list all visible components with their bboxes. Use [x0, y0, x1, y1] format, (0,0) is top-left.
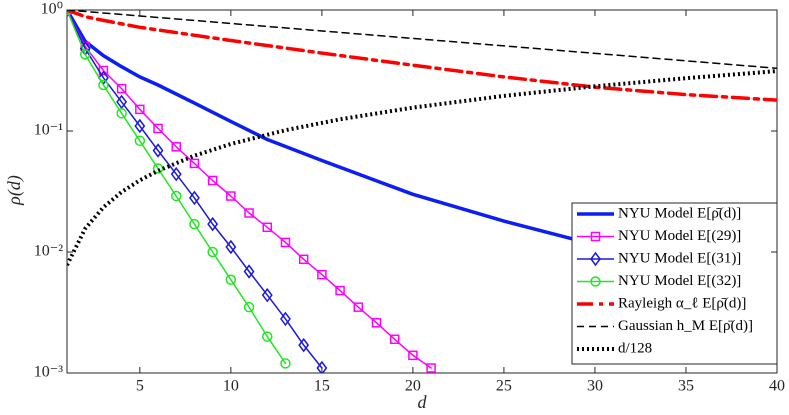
- marker: [116, 108, 127, 119]
- marker: [280, 237, 291, 248]
- marker: [353, 302, 364, 312]
- legend-box: [571, 202, 778, 365]
- x-axis-title: d: [418, 392, 428, 412]
- marker: [262, 331, 273, 342]
- plot-area: [67, 10, 777, 373]
- legend-label: Gaussian h_M E[ρ̄(d)]: [618, 318, 753, 334]
- marker: [244, 208, 254, 218]
- series-line: [67, 10, 777, 102]
- marker: [207, 175, 218, 186]
- marker: [98, 79, 109, 91]
- marker: [426, 363, 436, 373]
- y-tick-label: 10⁻¹: [34, 122, 63, 139]
- legend-label: NYU Model E[ρ̄(d)]: [618, 205, 741, 221]
- series-line: [67, 10, 777, 296]
- marker: [134, 118, 146, 134]
- x-tick-label: 35: [678, 378, 694, 395]
- marker: [298, 254, 309, 265]
- plot-frame: [66, 9, 778, 374]
- x-tick-label: 15: [314, 378, 330, 395]
- x-tick-label: 20: [405, 378, 421, 395]
- marker: [189, 158, 200, 169]
- marker: [261, 287, 273, 303]
- marker: [225, 239, 237, 255]
- marker: [225, 274, 237, 285]
- marker: [116, 83, 127, 94]
- legend-label: Rayleigh α_ℓ E[ρ̄(d)]: [618, 295, 746, 311]
- marker: [262, 222, 273, 233]
- x-tick-label: 5: [136, 378, 144, 395]
- series-line: [67, 10, 323, 369]
- marker: [79, 49, 91, 60]
- y-tick-label: 10⁰: [41, 1, 63, 18]
- marker: [188, 190, 200, 206]
- marker: [134, 135, 146, 147]
- marker: [316, 360, 328, 373]
- marker: [189, 218, 200, 230]
- marker: [590, 231, 601, 242]
- marker: [152, 143, 164, 158]
- x-tick-label: 40: [769, 378, 785, 395]
- y-tick-label: 10⁻²: [34, 243, 63, 260]
- series-line: [67, 10, 287, 365]
- marker: [335, 285, 345, 296]
- marker: [116, 94, 128, 110]
- marker: [243, 301, 255, 313]
- legend-label: NYU Model E[(32)]: [618, 273, 741, 289]
- marker: [207, 216, 219, 232]
- legend-label: NYU Model E[(31)]: [618, 250, 741, 266]
- x-tick-label: 25: [496, 378, 512, 395]
- y-axis-title: ρ(d): [4, 175, 25, 206]
- marker: [389, 334, 400, 345]
- marker: [207, 246, 218, 258]
- legend-label: d/128: [618, 340, 652, 356]
- series-line: [67, 10, 777, 70]
- x-tick-label: 10: [223, 378, 239, 395]
- marker: [153, 123, 163, 134]
- marker: [170, 190, 182, 202]
- marker: [171, 142, 181, 152]
- marker: [590, 276, 601, 287]
- y-tick-label: 10⁻³: [34, 364, 63, 381]
- marker: [371, 318, 382, 328]
- marker: [408, 350, 418, 361]
- marker: [298, 337, 310, 353]
- marker: [152, 163, 164, 174]
- marker: [135, 104, 145, 115]
- marker: [280, 311, 291, 327]
- marker: [590, 251, 601, 267]
- x-tick-label: 30: [587, 378, 603, 395]
- marker: [226, 191, 236, 201]
- marker: [170, 166, 182, 182]
- marker: [280, 358, 291, 369]
- marker: [243, 264, 255, 279]
- series-line: [67, 10, 432, 369]
- marker: [317, 269, 327, 280]
- series-line: [67, 69, 777, 266]
- legend-label: NYU Model E[(29)]: [618, 228, 741, 244]
